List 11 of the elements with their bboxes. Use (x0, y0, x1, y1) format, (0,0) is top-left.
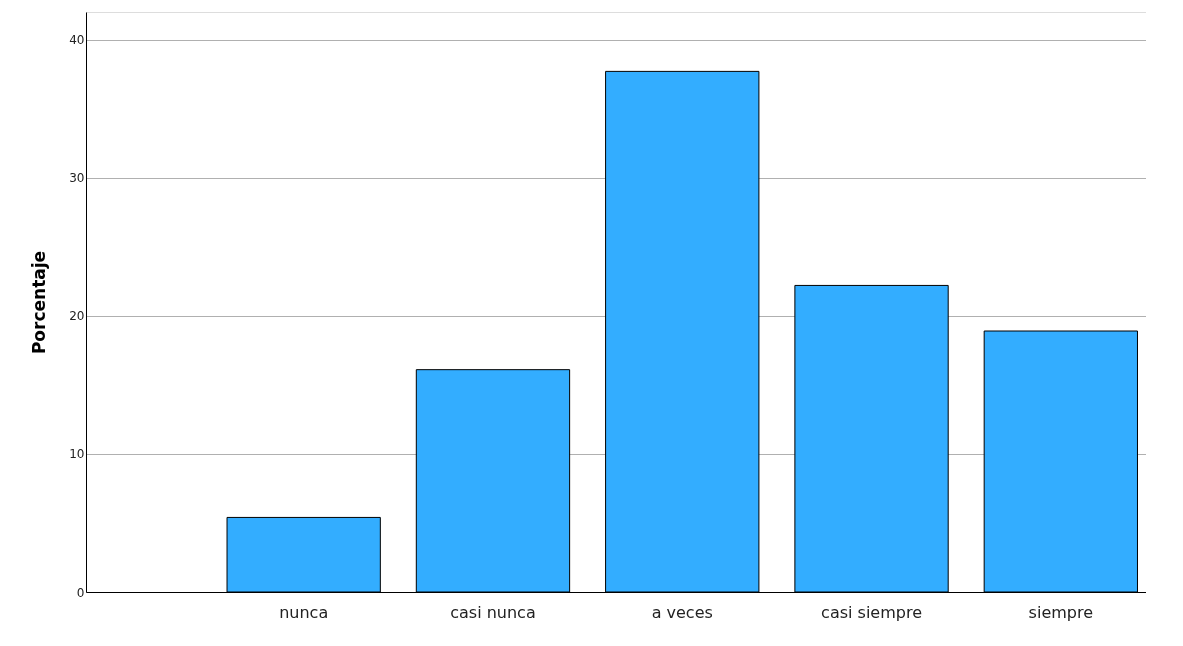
x-tick-label: nunca (279, 602, 329, 622)
x-tick-label: casi nunca (450, 602, 536, 622)
y-tick-label: 0 (76, 585, 85, 600)
x-tick-label: casi siempre (821, 602, 922, 622)
y-tick-label: 30 (69, 171, 85, 186)
y-tick-label: 20 (69, 309, 85, 324)
y-tick-label: 10 (69, 447, 85, 462)
x-tick-label: siempre (1028, 602, 1094, 622)
x-tick-label: a veces (651, 602, 713, 622)
y-axis-title: Porcentaje (29, 250, 50, 355)
y-tick-label: 40 (69, 33, 85, 48)
